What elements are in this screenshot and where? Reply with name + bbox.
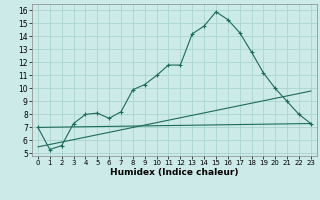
X-axis label: Humidex (Indice chaleur): Humidex (Indice chaleur) [110,168,239,177]
